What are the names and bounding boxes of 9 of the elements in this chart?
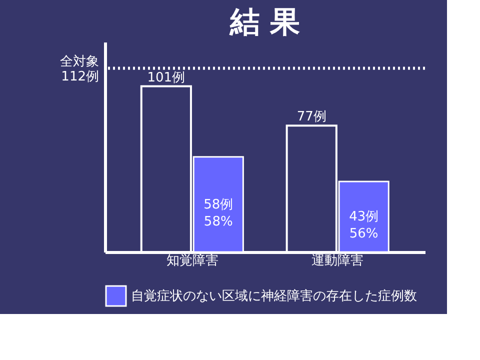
x-tick-label: 運動障害	[312, 252, 364, 268]
legend-label: 自覚症状のない区域に神経障害の存在した症例数	[131, 288, 417, 304]
chart-title: 結 果	[228, 5, 300, 40]
data-label: 77例	[296, 110, 326, 125]
ref-line-label: 全対象 112例	[60, 53, 99, 84]
data-label: 101例	[147, 70, 186, 86]
data-label: 58例 58%	[204, 197, 234, 230]
x-tick-label: 知覚障害	[166, 252, 218, 268]
data-label: 43例 56%	[349, 210, 379, 242]
